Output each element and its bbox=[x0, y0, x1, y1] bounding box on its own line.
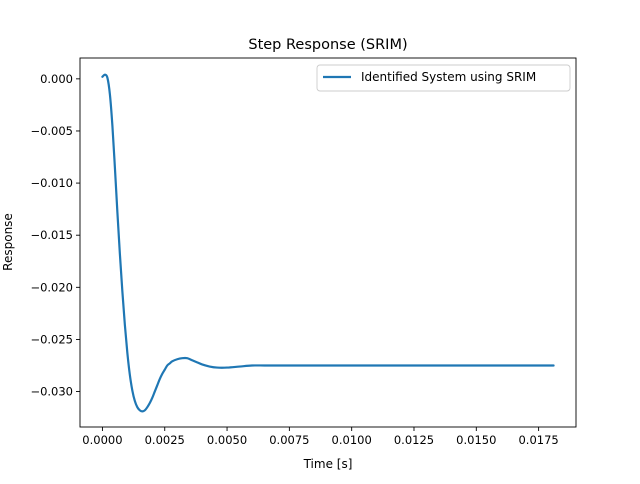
series-line bbox=[101, 73, 555, 413]
chart-title: Step Response (SRIM) bbox=[248, 37, 407, 53]
y-tick-label: −0.025 bbox=[30, 332, 73, 346]
series-layer bbox=[101, 73, 555, 413]
x-tick-label: 0.0075 bbox=[269, 433, 309, 447]
plot-area-frame bbox=[79, 57, 577, 428]
y-tick-label: −0.030 bbox=[30, 385, 73, 399]
legend: Identified System using SRIM bbox=[316, 64, 571, 92]
y-axis-ticks: 0.000 −0.005 −0.010 −0.015 −0.020 −0.025 −0.03… bbox=[30, 72, 80, 399]
x-tick-label: 0.0025 bbox=[145, 433, 185, 447]
x-axis-ticks: 0.0000 0.0025 0.0050 0.0075 0.0100 0.0125 0.01… bbox=[82, 427, 559, 447]
x-tick-label: 0.0150 bbox=[456, 433, 496, 447]
x-tick-label: 0.0125 bbox=[394, 433, 434, 447]
legend-box bbox=[316, 64, 571, 92]
y-tick-label: −0.020 bbox=[30, 280, 73, 294]
x-tick-label: 0.0050 bbox=[207, 433, 247, 447]
y-axis-label: Response bbox=[1, 213, 15, 271]
y-tick-label: −0.005 bbox=[30, 124, 73, 138]
y-tick-label: −0.015 bbox=[30, 228, 73, 242]
x-tick-label: 0.0000 bbox=[82, 433, 122, 447]
x-axis-label: Time [s] bbox=[303, 457, 353, 471]
y-tick-label: −0.010 bbox=[30, 176, 73, 190]
y-tick-label: 0.000 bbox=[40, 72, 73, 86]
x-tick-label: 0.0175 bbox=[518, 433, 558, 447]
legend-label: Identified System using SRIM bbox=[361, 70, 536, 84]
x-tick-label: 0.0100 bbox=[332, 433, 372, 447]
